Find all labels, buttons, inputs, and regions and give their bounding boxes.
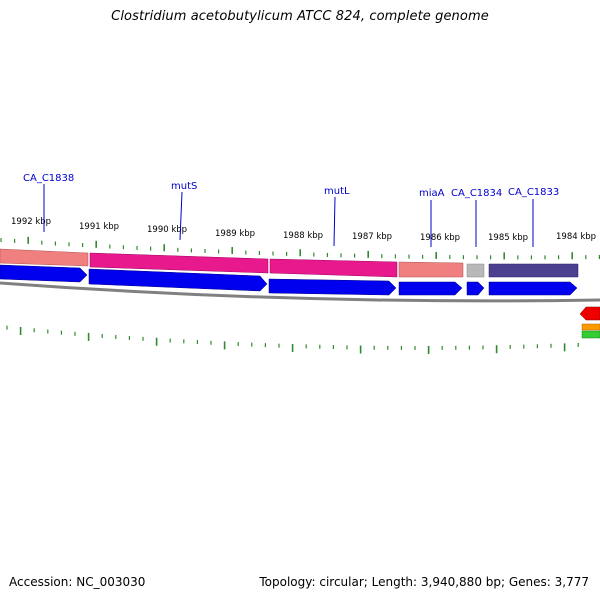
map-title: Clostridium acetobutylicum ATCC 824, com…	[111, 9, 489, 24]
scale-labels: 1992 kbp 1991 kbp 1990 kbp 1989 kbp 1988…	[11, 217, 596, 243]
gene-arrow-mutl[interactable]	[268, 278, 397, 296]
leader-line	[179, 191, 183, 241]
scale-label: 1985 kbp	[488, 233, 528, 243]
gene-label-mutl[interactable]: mutL	[324, 186, 350, 197]
cds-feature-track	[0, 248, 579, 278]
cds-feature-miaa[interactable]	[398, 261, 464, 278]
gene-label-ca-c1838[interactable]: CA_C1838	[23, 173, 74, 184]
scale-label: 1991 kbp	[79, 222, 119, 232]
leader-line	[333, 196, 336, 247]
gene-labels: CA_C1838 mutS mutL miaA CA_C1834 CA_C183…	[23, 173, 559, 247]
gene-label-ca-c1834[interactable]: CA_C1834	[451, 188, 502, 199]
scale-label: 1986 kbp	[420, 233, 460, 243]
scale-label: 1992 kbp	[11, 217, 51, 227]
genome-summary: Topology: circular; Length: 3,940,880 bp…	[259, 575, 589, 589]
tick-marks-inner	[6, 325, 579, 354]
tick-marks-outer	[0, 236, 600, 260]
scale-label: 1989 kbp	[215, 229, 255, 239]
gene-arrow-miaa[interactable]	[398, 281, 463, 296]
accession-label: Accession: NC_003030	[9, 575, 146, 589]
gene-arrow-ca-c1833[interactable]	[488, 281, 578, 296]
gene-arrow-muts[interactable]	[88, 268, 268, 292]
gene-label-miaa[interactable]: miaA	[419, 188, 445, 199]
gene-label-ca-c1833[interactable]: CA_C1833	[508, 187, 559, 198]
gene-label-muts[interactable]: mutS	[171, 181, 197, 192]
scale-label: 1988 kbp	[283, 231, 323, 241]
scale-label: 1984 kbp	[556, 232, 596, 242]
genome-backbone	[0, 281, 600, 303]
cds-feature-ca-c1834[interactable]	[466, 263, 485, 278]
reverse-strand-features	[579, 306, 600, 339]
scale-label: 1990 kbp	[147, 225, 187, 235]
gene-arrow-ca-c1834[interactable]	[466, 281, 485, 296]
scale-label: 1987 kbp	[352, 232, 392, 242]
feature-orange[interactable]	[581, 323, 600, 331]
cds-feature-mutl[interactable]	[269, 258, 398, 278]
cds-feature-muts[interactable]	[89, 252, 269, 274]
gene-arrow-track	[0, 264, 578, 296]
cds-feature-ca-c1833[interactable]	[488, 263, 579, 278]
gene-arrow-reverse[interactable]	[579, 306, 600, 321]
gene-arrow-ca-c1838[interactable]	[0, 264, 88, 283]
cds-feature-ca-c1838[interactable]	[0, 248, 89, 267]
feature-green[interactable]	[581, 330, 600, 339]
